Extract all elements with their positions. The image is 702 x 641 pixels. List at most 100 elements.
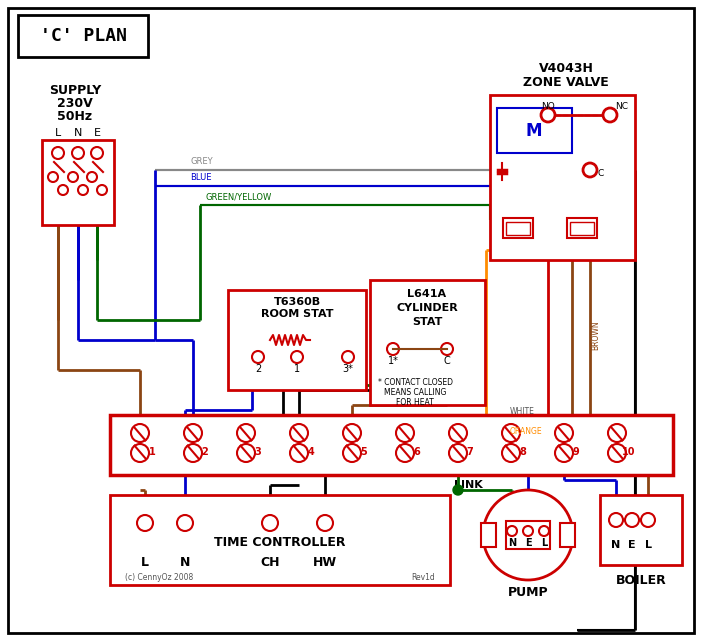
Text: FOR HEAT: FOR HEAT — [396, 397, 434, 406]
Text: 230V: 230V — [57, 97, 93, 110]
Text: GREY: GREY — [190, 157, 213, 166]
Text: 3: 3 — [255, 447, 261, 457]
Bar — [110, 415, 673, 475]
Circle shape — [343, 444, 361, 462]
Text: L: L — [541, 538, 547, 548]
Circle shape — [78, 185, 88, 195]
Text: SUPPLY: SUPPLY — [49, 83, 101, 97]
Text: 9: 9 — [573, 447, 579, 457]
Bar — [567, 218, 597, 238]
Circle shape — [317, 515, 333, 531]
Text: L641A: L641A — [407, 289, 446, 299]
Circle shape — [541, 108, 555, 122]
Circle shape — [555, 444, 573, 462]
Text: E: E — [524, 538, 531, 548]
Circle shape — [502, 424, 520, 442]
Text: N: N — [508, 538, 516, 548]
Text: BLUE: BLUE — [190, 173, 211, 182]
Text: 4: 4 — [307, 447, 314, 457]
Circle shape — [48, 172, 58, 182]
Text: L: L — [644, 540, 651, 550]
Text: L: L — [55, 128, 61, 138]
Text: NO: NO — [541, 101, 555, 110]
Text: CH: CH — [260, 556, 280, 569]
Bar — [110, 495, 450, 585]
Text: 5: 5 — [361, 447, 367, 457]
Text: 'C' PLAN: 'C' PLAN — [39, 27, 126, 45]
Circle shape — [87, 172, 97, 182]
Circle shape — [449, 424, 467, 442]
Circle shape — [507, 526, 517, 536]
Bar — [18, 15, 148, 57]
Bar — [42, 140, 114, 225]
Circle shape — [290, 444, 308, 462]
Text: 1*: 1* — [388, 356, 399, 366]
Circle shape — [52, 147, 64, 159]
Circle shape — [177, 515, 193, 531]
Text: LINK: LINK — [453, 480, 482, 490]
Text: E: E — [628, 540, 636, 550]
Circle shape — [641, 513, 655, 527]
Circle shape — [290, 424, 308, 442]
Text: ZONE VALVE: ZONE VALVE — [523, 76, 609, 88]
Text: T6360B: T6360B — [274, 297, 321, 307]
Circle shape — [58, 185, 68, 195]
Text: BROWN: BROWN — [592, 320, 600, 350]
Circle shape — [342, 351, 354, 363]
Circle shape — [625, 513, 639, 527]
Bar — [481, 523, 496, 547]
Circle shape — [237, 444, 255, 462]
Text: BOILER: BOILER — [616, 574, 666, 587]
Circle shape — [387, 343, 399, 355]
Text: 1: 1 — [294, 364, 300, 374]
Text: N: N — [74, 128, 82, 138]
Text: 7: 7 — [467, 447, 473, 457]
Circle shape — [502, 444, 520, 462]
Text: V4043H: V4043H — [538, 62, 593, 74]
Circle shape — [609, 513, 623, 527]
Text: N: N — [611, 540, 621, 550]
Bar — [570, 222, 594, 235]
Text: WHITE: WHITE — [510, 407, 535, 416]
Circle shape — [555, 424, 573, 442]
Text: MEANS CALLING: MEANS CALLING — [384, 388, 446, 397]
Text: E: E — [93, 128, 100, 138]
Circle shape — [396, 424, 414, 442]
Circle shape — [68, 172, 78, 182]
Text: CYLINDER: CYLINDER — [396, 303, 458, 313]
Circle shape — [97, 185, 107, 195]
Circle shape — [262, 515, 278, 531]
Circle shape — [449, 444, 467, 462]
Text: HW: HW — [313, 556, 337, 569]
Text: 8: 8 — [519, 447, 526, 457]
Bar — [600, 495, 682, 565]
Circle shape — [608, 444, 626, 462]
Text: * CONTACT CLOSED: * CONTACT CLOSED — [378, 378, 453, 387]
Circle shape — [396, 444, 414, 462]
Text: 1: 1 — [149, 447, 155, 457]
Bar — [506, 521, 550, 549]
Bar — [228, 290, 366, 390]
Bar — [506, 222, 530, 235]
Circle shape — [453, 485, 463, 495]
Text: 2: 2 — [201, 447, 208, 457]
Text: GREEN/YELLOW: GREEN/YELLOW — [205, 192, 271, 201]
Text: NC: NC — [615, 101, 628, 110]
Bar — [503, 218, 533, 238]
Circle shape — [539, 526, 549, 536]
Circle shape — [137, 515, 153, 531]
Text: PUMP: PUMP — [508, 587, 548, 599]
Circle shape — [91, 147, 103, 159]
Bar — [490, 95, 635, 260]
Circle shape — [483, 490, 573, 580]
Text: ROOM STAT: ROOM STAT — [260, 309, 333, 319]
Text: N: N — [180, 556, 190, 569]
Text: 6: 6 — [413, 447, 420, 457]
Text: C: C — [598, 169, 604, 178]
Circle shape — [237, 424, 255, 442]
Circle shape — [131, 444, 149, 462]
Bar — [560, 523, 575, 547]
Circle shape — [523, 526, 533, 536]
Text: 10: 10 — [622, 447, 636, 457]
Circle shape — [343, 424, 361, 442]
